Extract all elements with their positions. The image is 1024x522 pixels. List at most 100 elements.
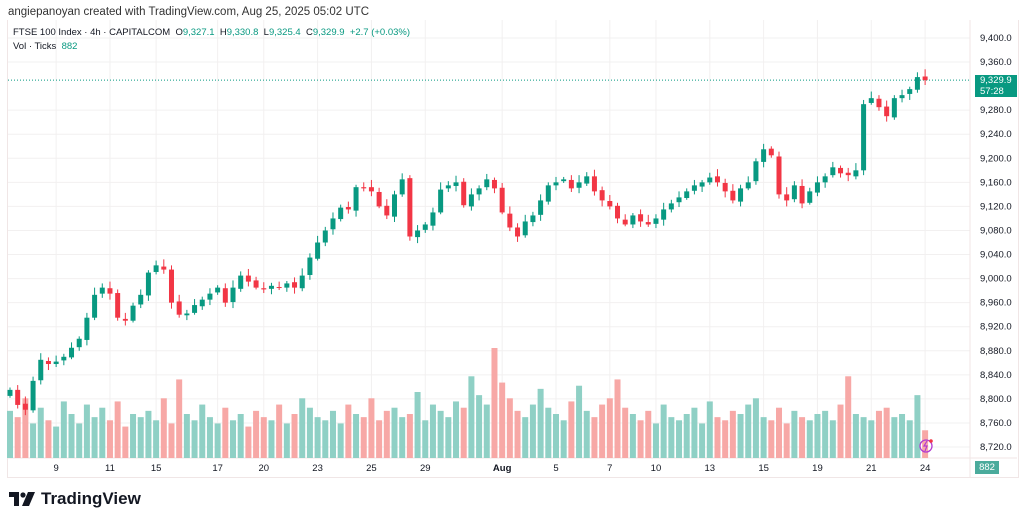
volume-bar xyxy=(376,420,383,458)
candle-body xyxy=(476,188,482,195)
volume-bar xyxy=(106,420,113,458)
candle-body xyxy=(638,214,644,222)
symbol-label[interactable]: FTSE 100 Index · 4h · CAPITALCOM xyxy=(13,27,171,38)
close-label: C xyxy=(305,27,313,38)
volume-bar xyxy=(7,410,13,458)
lightning-icon xyxy=(922,440,928,452)
candle-body xyxy=(384,205,390,216)
volume-bar xyxy=(22,398,29,458)
candle-body xyxy=(161,266,167,270)
volume-bar xyxy=(99,407,106,458)
candle-body xyxy=(576,182,582,188)
chart-credit: angiepanoyan created with TradingView.co… xyxy=(8,6,369,18)
volume-bar xyxy=(799,417,806,458)
volume-bar xyxy=(914,395,921,458)
candle-body xyxy=(468,194,474,207)
volume-bar xyxy=(276,404,283,458)
candle-body xyxy=(491,179,497,189)
candle-body xyxy=(222,288,228,303)
volume-bar xyxy=(806,420,813,458)
candle-body xyxy=(38,359,44,381)
y-tick-label: 8,840.0 xyxy=(980,370,1012,381)
volume-bar xyxy=(645,410,652,458)
volume-bar xyxy=(160,398,167,458)
x-tick-label: 24 xyxy=(920,463,931,474)
candle-body xyxy=(876,98,882,108)
ohlc-row: FTSE 100 Index · 4h · CAPITALCOM O9,327.… xyxy=(13,26,410,40)
candle-body xyxy=(884,106,890,117)
volume-bar xyxy=(183,414,190,458)
volume-bar xyxy=(483,404,490,458)
volume-bar xyxy=(891,417,898,458)
volume-bar xyxy=(668,417,675,458)
volume-bar xyxy=(514,410,521,458)
candle-body xyxy=(776,156,782,195)
volume-bar xyxy=(445,417,452,458)
volume-bar xyxy=(222,407,229,458)
x-tick-label: 17 xyxy=(212,463,223,474)
volume-bar xyxy=(852,414,859,458)
volume-bar xyxy=(875,410,882,458)
candle-body xyxy=(276,287,282,289)
candle-body xyxy=(245,275,251,282)
candle-body xyxy=(830,167,836,176)
volume-bar xyxy=(845,376,852,458)
x-tick-label: 20 xyxy=(258,463,269,474)
candle-body xyxy=(899,95,905,99)
candle-body xyxy=(591,176,597,192)
volume-bar xyxy=(260,417,267,458)
volume-bar xyxy=(429,404,436,458)
y-tick-label: 9,240.0 xyxy=(980,129,1012,140)
candle-body xyxy=(730,190,736,201)
volume-bar xyxy=(145,410,152,458)
candle-body xyxy=(376,191,382,207)
candle-body xyxy=(599,190,605,201)
volume-bar xyxy=(714,417,721,458)
candle-body xyxy=(922,76,928,81)
candle-body xyxy=(522,221,528,236)
close-value: 9,329.9 xyxy=(312,27,345,38)
volume-label[interactable]: Vol · Ticks xyxy=(13,41,57,52)
chart-frame xyxy=(7,20,1019,478)
volume-bar xyxy=(837,404,844,458)
x-tick-label: 7 xyxy=(607,463,612,474)
volume-bar xyxy=(237,414,244,458)
candle-body xyxy=(661,209,667,220)
candle-body xyxy=(307,257,313,275)
x-tick-label: 25 xyxy=(366,463,377,474)
candle-body xyxy=(30,380,36,411)
volume-bar xyxy=(245,426,252,458)
volume-bar xyxy=(637,420,644,458)
volume-bar xyxy=(568,401,575,458)
volume-bar xyxy=(883,407,890,458)
candle-body xyxy=(630,215,636,225)
low-value: 9,325.4 xyxy=(268,27,301,38)
x-tick-label: 5 xyxy=(553,463,558,474)
tradingview-logo[interactable]: TradingView xyxy=(9,489,141,509)
candle-body xyxy=(145,272,151,296)
volume-bar xyxy=(422,420,429,458)
volume-bar xyxy=(437,410,444,458)
volume-bar xyxy=(322,420,329,458)
candle-body xyxy=(368,187,374,192)
y-tick-label: 9,400.0 xyxy=(980,33,1012,44)
candle-body xyxy=(622,219,628,225)
volume-bar xyxy=(822,410,829,458)
y-tick-label: 8,800.0 xyxy=(980,394,1012,405)
volume-bar xyxy=(791,410,798,458)
candle-body xyxy=(738,188,744,202)
volume-bar xyxy=(83,404,90,458)
candle-body xyxy=(53,361,59,365)
candle-body xyxy=(461,181,467,206)
volume-bar xyxy=(337,423,344,458)
candle-body xyxy=(353,187,359,211)
candle-body xyxy=(745,182,751,189)
candle-body xyxy=(168,269,174,303)
candle-body xyxy=(399,179,405,195)
y-tick-label: 9,160.0 xyxy=(980,177,1012,188)
volume-bar xyxy=(214,423,221,458)
volume-bar xyxy=(122,426,129,458)
change-value: +2.7 (+0.03%) xyxy=(349,27,411,38)
volume-bar xyxy=(776,407,782,458)
